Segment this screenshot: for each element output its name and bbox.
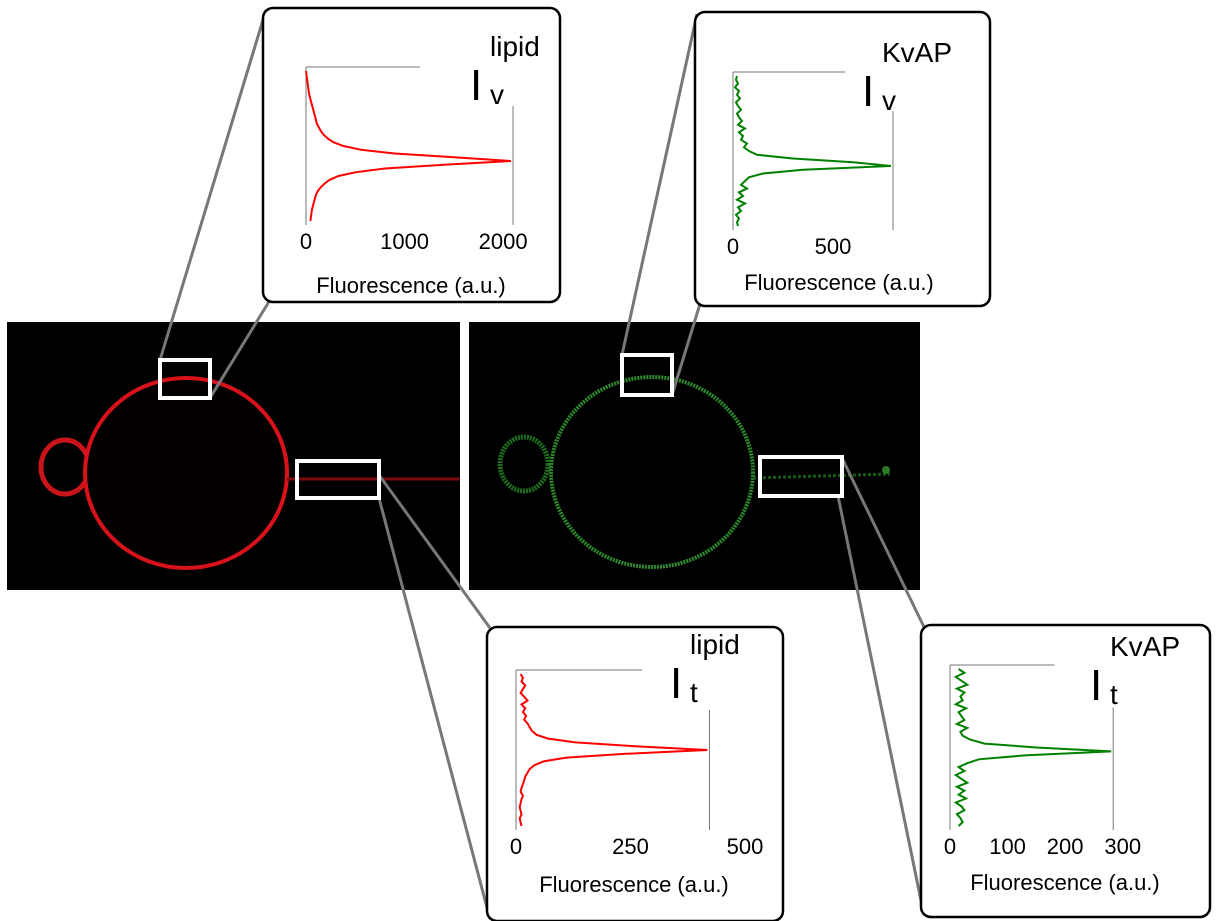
profile-line: [953, 668, 1112, 827]
title-sub: t: [690, 677, 698, 708]
connectors: [158, 9, 926, 920]
chart-card: [693, 10, 992, 308]
x-axis-label: Fluorescence (a.u.): [744, 270, 934, 295]
title-sup: lipid: [490, 31, 540, 62]
x-tick-label: 200: [1047, 834, 1084, 859]
x-axis-label: Fluorescence (a.u.): [539, 872, 729, 897]
x-tick-label: 2000: [479, 229, 528, 254]
title-main: I: [1090, 661, 1102, 710]
title-main: I: [862, 67, 874, 116]
x-tick-label: 0: [727, 234, 739, 259]
title-main: I: [670, 659, 682, 708]
inset-chart: I KvAP v Fluorescence (a.u.)0 500: [693, 10, 992, 308]
title-sup: KvAP: [1110, 631, 1180, 662]
inset-chart: I KvAP t Fluorescence (a.u.) 0 100 200 300: [919, 623, 1212, 919]
title-sub: t: [1110, 679, 1118, 710]
x-axis-label: Fluorescence (a.u.): [316, 273, 506, 298]
profile-line: [518, 673, 708, 827]
x-tick-label: 500: [727, 834, 764, 859]
title-sub: v: [490, 79, 504, 110]
x-tick-label: 0: [300, 229, 312, 254]
roi-boxes: [158, 353, 844, 500]
x-tick-label: 0: [944, 834, 956, 859]
x-tick-label: 500: [815, 234, 852, 259]
profile-line: [305, 70, 512, 222]
lipid-image: [7, 322, 460, 590]
title-sub: v: [882, 85, 896, 116]
x-tick-label: 100: [989, 834, 1026, 859]
x-tick-label: 300: [1104, 834, 1141, 859]
profile-line: [733, 75, 892, 227]
x-axis-label: Fluorescence (a.u.): [970, 870, 1160, 895]
kvap-image: [469, 322, 920, 590]
x-tick-label: 0: [510, 834, 522, 859]
chart-card: [919, 623, 1212, 919]
title-sup: lipid: [690, 629, 740, 660]
title-main: I: [470, 61, 482, 110]
chart-card: [485, 625, 785, 921]
x-tick-label: 1000: [380, 229, 429, 254]
title-sup: KvAP: [882, 37, 952, 68]
x-tick-label: 250: [612, 834, 649, 859]
